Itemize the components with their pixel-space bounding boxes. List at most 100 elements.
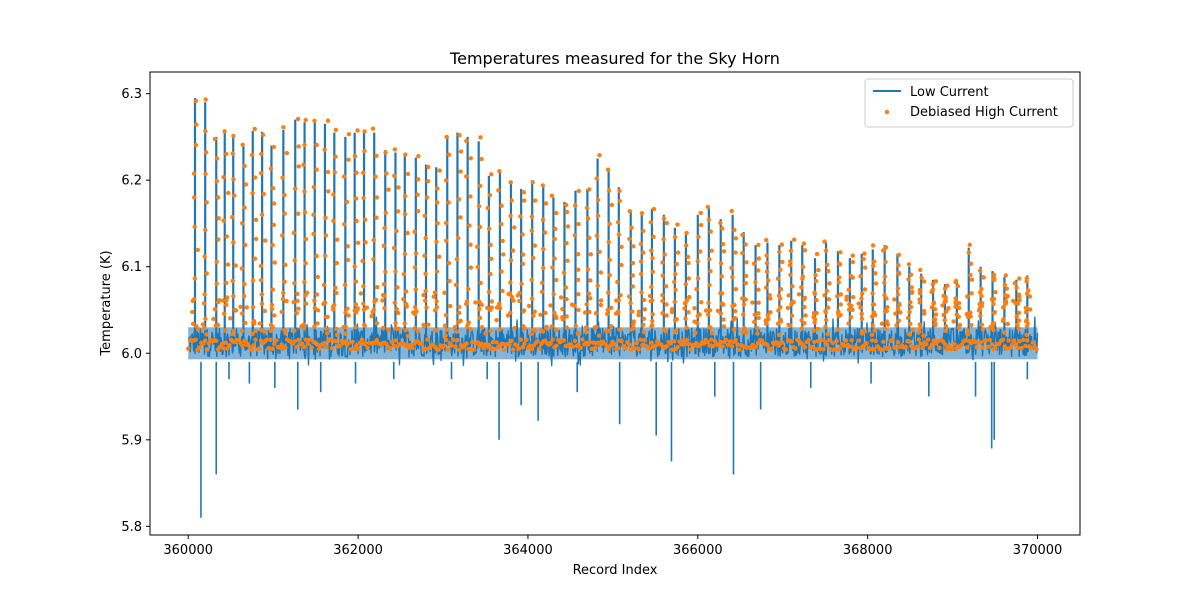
high-current-point — [564, 209, 570, 215]
high-current-point — [721, 324, 727, 329]
high-current-point — [650, 323, 655, 328]
high-current-point — [774, 340, 779, 345]
high-current-point — [309, 345, 314, 350]
high-current-point — [653, 343, 658, 348]
high-current-point — [612, 341, 617, 346]
high-current-point — [941, 293, 946, 299]
high-current-point — [871, 302, 877, 307]
high-current-point — [776, 332, 782, 338]
high-current-point — [730, 275, 735, 280]
high-current-point — [812, 290, 817, 295]
high-current-point — [393, 321, 398, 326]
high-current-point — [194, 122, 199, 127]
high-current-point — [263, 238, 268, 243]
high-current-point — [641, 228, 646, 234]
high-current-point — [883, 245, 889, 250]
high-current-point — [946, 306, 951, 311]
high-current-point — [529, 277, 534, 283]
high-current-point — [859, 331, 865, 336]
high-current-point — [917, 322, 922, 327]
high-current-point — [631, 244, 636, 249]
high-current-point — [238, 304, 243, 309]
high-current-point — [322, 147, 327, 152]
high-current-point — [957, 305, 962, 311]
high-current-point — [284, 299, 289, 304]
high-current-point — [203, 97, 208, 102]
high-current-point — [270, 287, 275, 292]
high-current-point — [572, 338, 578, 344]
high-current-point — [848, 315, 854, 320]
high-current-point — [215, 195, 221, 200]
high-current-point — [870, 323, 875, 328]
high-current-point — [272, 313, 277, 318]
high-current-point — [1024, 279, 1029, 284]
high-current-point — [705, 339, 710, 345]
high-current-point — [572, 233, 578, 238]
high-current-point — [953, 304, 958, 309]
high-current-point — [468, 347, 473, 352]
high-current-point — [957, 322, 963, 328]
high-current-point — [564, 314, 569, 319]
high-current-point — [231, 240, 236, 245]
high-current-point — [815, 338, 821, 344]
high-current-point — [312, 118, 317, 124]
high-current-point — [719, 274, 724, 279]
high-current-point — [193, 142, 199, 148]
high-current-point — [475, 244, 480, 249]
high-current-point — [466, 320, 471, 325]
high-current-point — [382, 306, 387, 311]
high-current-point — [953, 296, 958, 301]
high-current-point — [616, 232, 622, 237]
high-current-point — [859, 311, 864, 316]
high-current-point — [311, 184, 317, 190]
high-current-point — [355, 240, 361, 245]
high-current-point — [203, 316, 208, 321]
high-current-point — [217, 298, 222, 303]
high-current-point — [847, 344, 852, 349]
high-current-point — [846, 307, 852, 312]
high-current-point — [727, 339, 733, 344]
high-current-point — [543, 201, 549, 206]
high-current-point — [391, 343, 396, 348]
high-current-point — [436, 347, 441, 352]
high-current-point — [421, 292, 426, 298]
high-current-point — [606, 346, 611, 352]
high-current-point — [827, 281, 832, 286]
high-current-point — [541, 246, 546, 252]
high-current-point — [220, 298, 226, 303]
high-current-point — [1028, 307, 1033, 312]
high-current-point — [542, 230, 548, 235]
high-current-point — [271, 222, 276, 228]
legend: Low Current Debiased High Current — [864, 78, 1074, 128]
high-current-point — [864, 341, 869, 346]
high-current-point — [663, 284, 669, 289]
high-current-point — [896, 340, 901, 345]
high-current-point — [669, 307, 675, 312]
high-current-point — [907, 339, 912, 344]
high-current-point — [272, 201, 277, 206]
high-current-point — [270, 324, 276, 330]
high-current-point — [509, 294, 515, 300]
high-current-point — [651, 234, 656, 240]
high-current-point — [673, 271, 678, 277]
high-current-point — [226, 190, 231, 196]
x-tick-label: 366000 — [673, 543, 723, 558]
high-current-point — [608, 343, 613, 348]
high-current-point — [464, 138, 469, 144]
high-current-point — [425, 179, 431, 184]
high-current-point — [434, 269, 440, 274]
high-current-point — [615, 279, 620, 285]
high-current-point — [391, 245, 397, 251]
high-current-point — [362, 148, 367, 154]
high-current-point — [718, 261, 724, 266]
high-current-point — [396, 326, 401, 331]
high-current-point — [293, 186, 298, 191]
high-current-point — [257, 321, 263, 326]
high-current-point — [720, 344, 725, 349]
high-current-point — [1017, 339, 1022, 344]
high-current-point — [242, 293, 247, 299]
high-current-point — [617, 188, 622, 194]
high-current-point — [314, 142, 319, 148]
high-current-point — [927, 345, 933, 350]
high-current-point — [660, 298, 665, 304]
